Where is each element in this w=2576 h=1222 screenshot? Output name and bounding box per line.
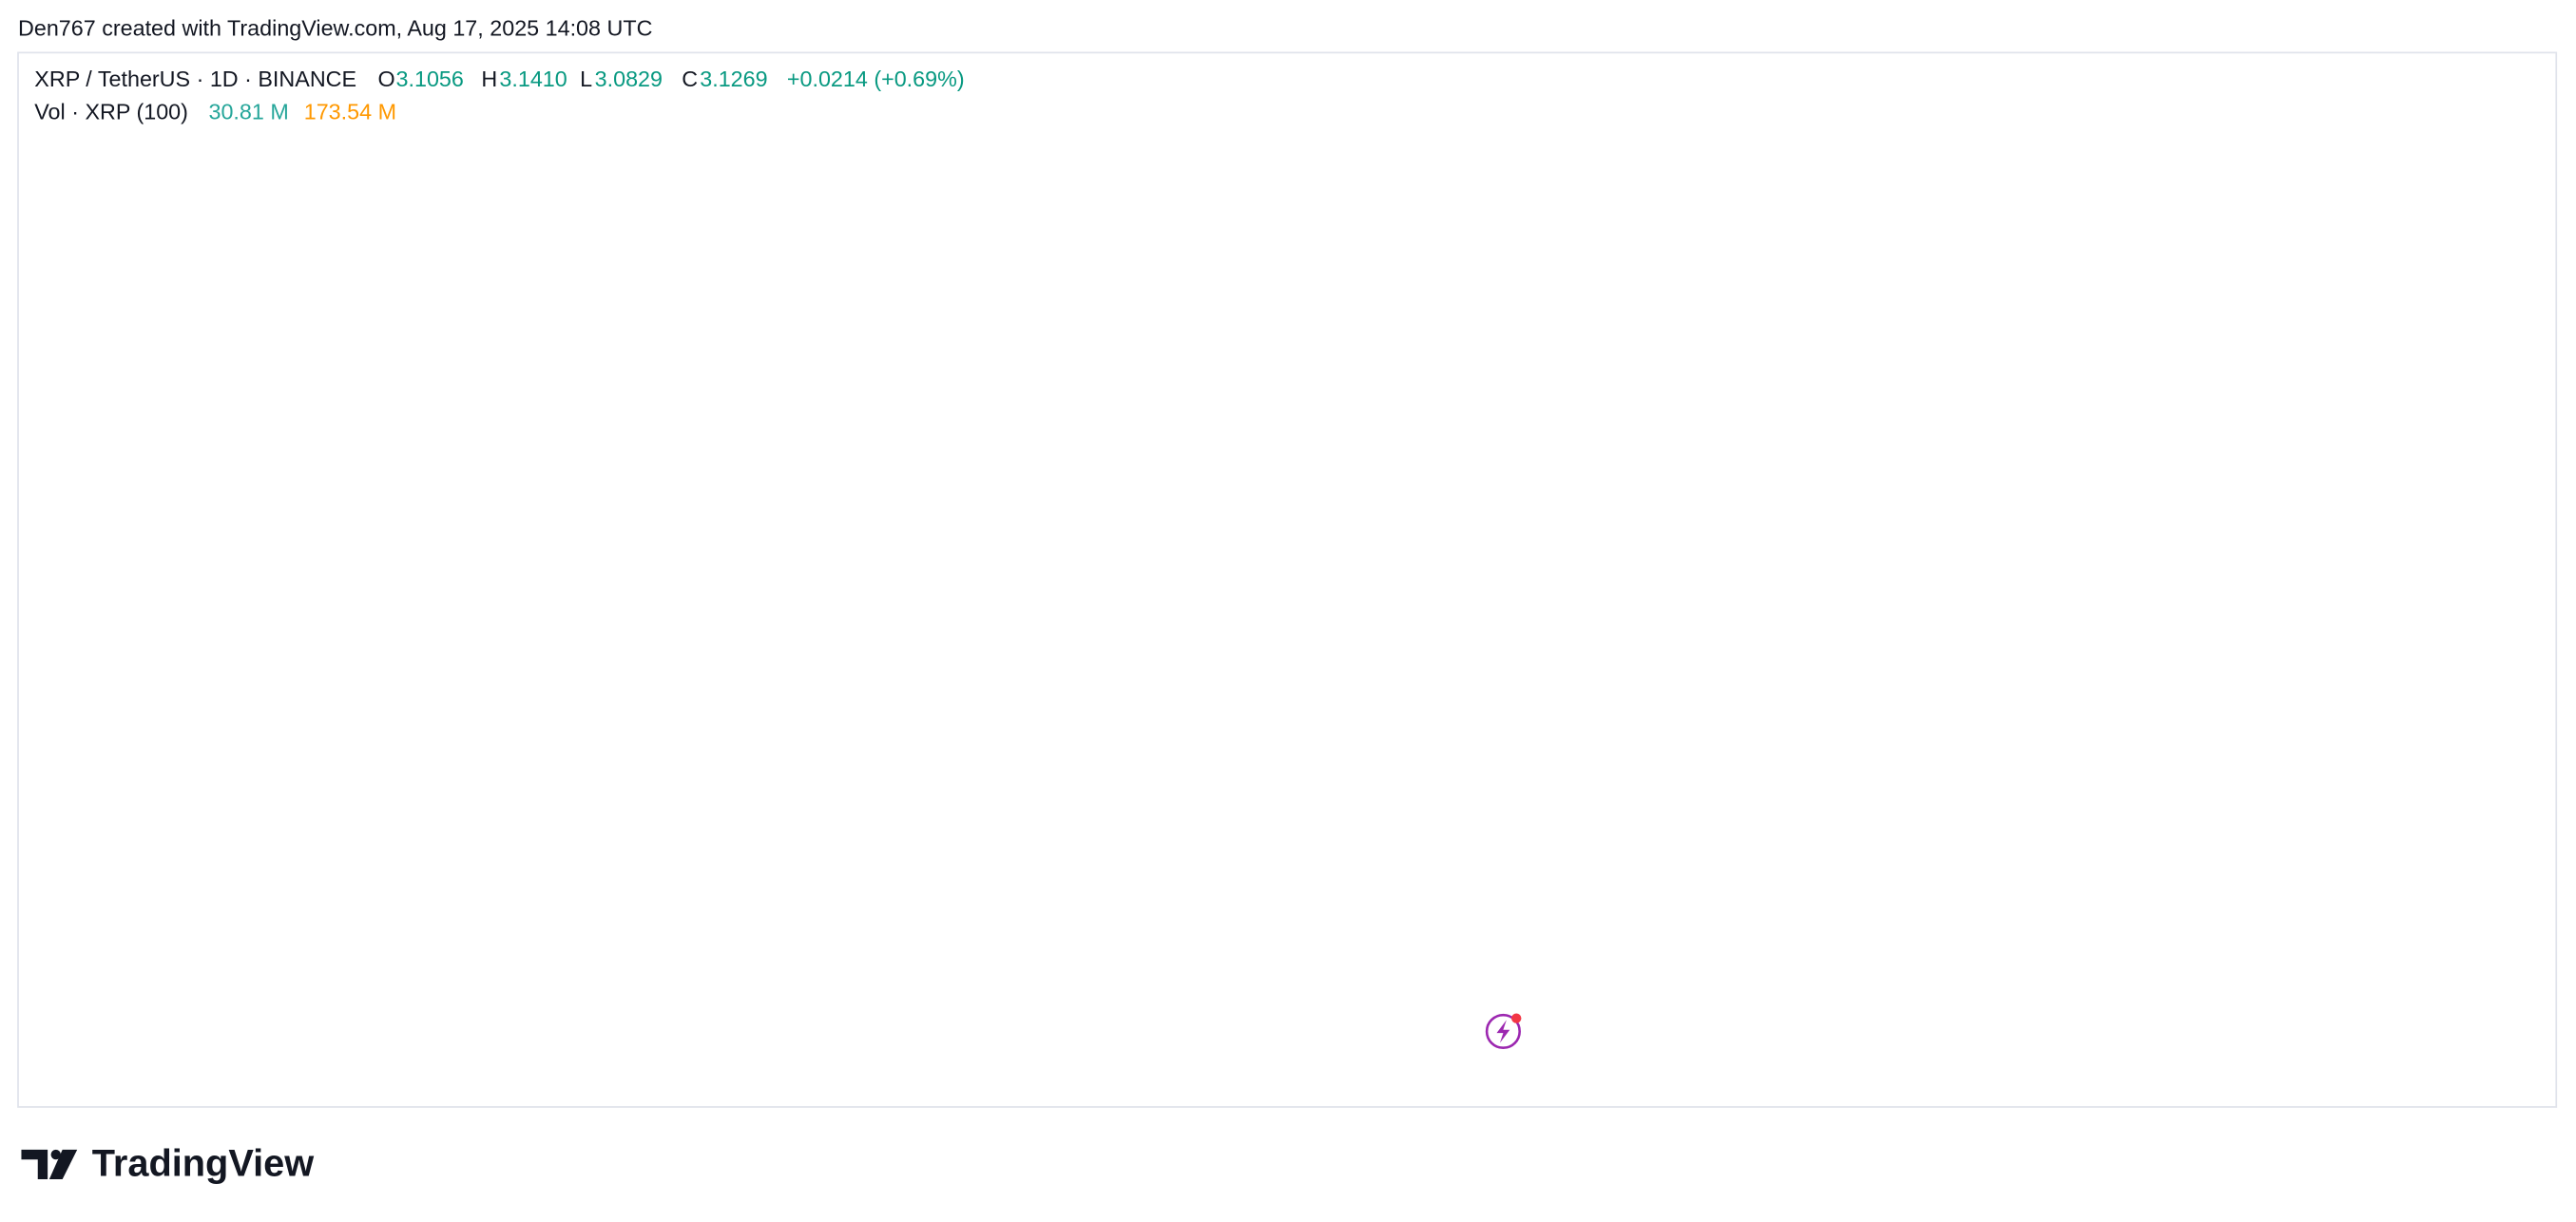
logo-icon [48, 1149, 78, 1179]
legend-value: 3.0829 [595, 67, 663, 91]
legend-value: 3.1056 [396, 67, 464, 91]
brand: TradingView [92, 1143, 314, 1185]
brand-logo: TradingView [21, 1143, 314, 1185]
volume-legend: 30.81 M [208, 99, 288, 124]
legend-label: L [580, 67, 592, 91]
legend-change: +0.0214 (+0.69%) [787, 67, 965, 91]
legend-value: 3.1410 [499, 67, 567, 91]
legend-value: 3.1269 [700, 67, 767, 91]
volume-ma-legend: 173.54 M [304, 99, 396, 124]
attribution: Den767 created with TradingView.com, Aug… [18, 15, 652, 40]
chart-frame [17, 51, 2558, 1108]
symbol: XRP / TetherUS · 1D · BINANCE [34, 67, 356, 91]
logo-icon [21, 1149, 48, 1179]
legend-label: H [481, 67, 497, 91]
alert-icon [1511, 1013, 1522, 1023]
volume-title: Vol · XRP (100) [34, 99, 188, 124]
alert-icon [1485, 1013, 1522, 1050]
alert-icon [1496, 1020, 1510, 1043]
logo-icon [50, 1149, 61, 1160]
legend-label: O [378, 67, 395, 91]
legend-label: C [682, 67, 698, 91]
